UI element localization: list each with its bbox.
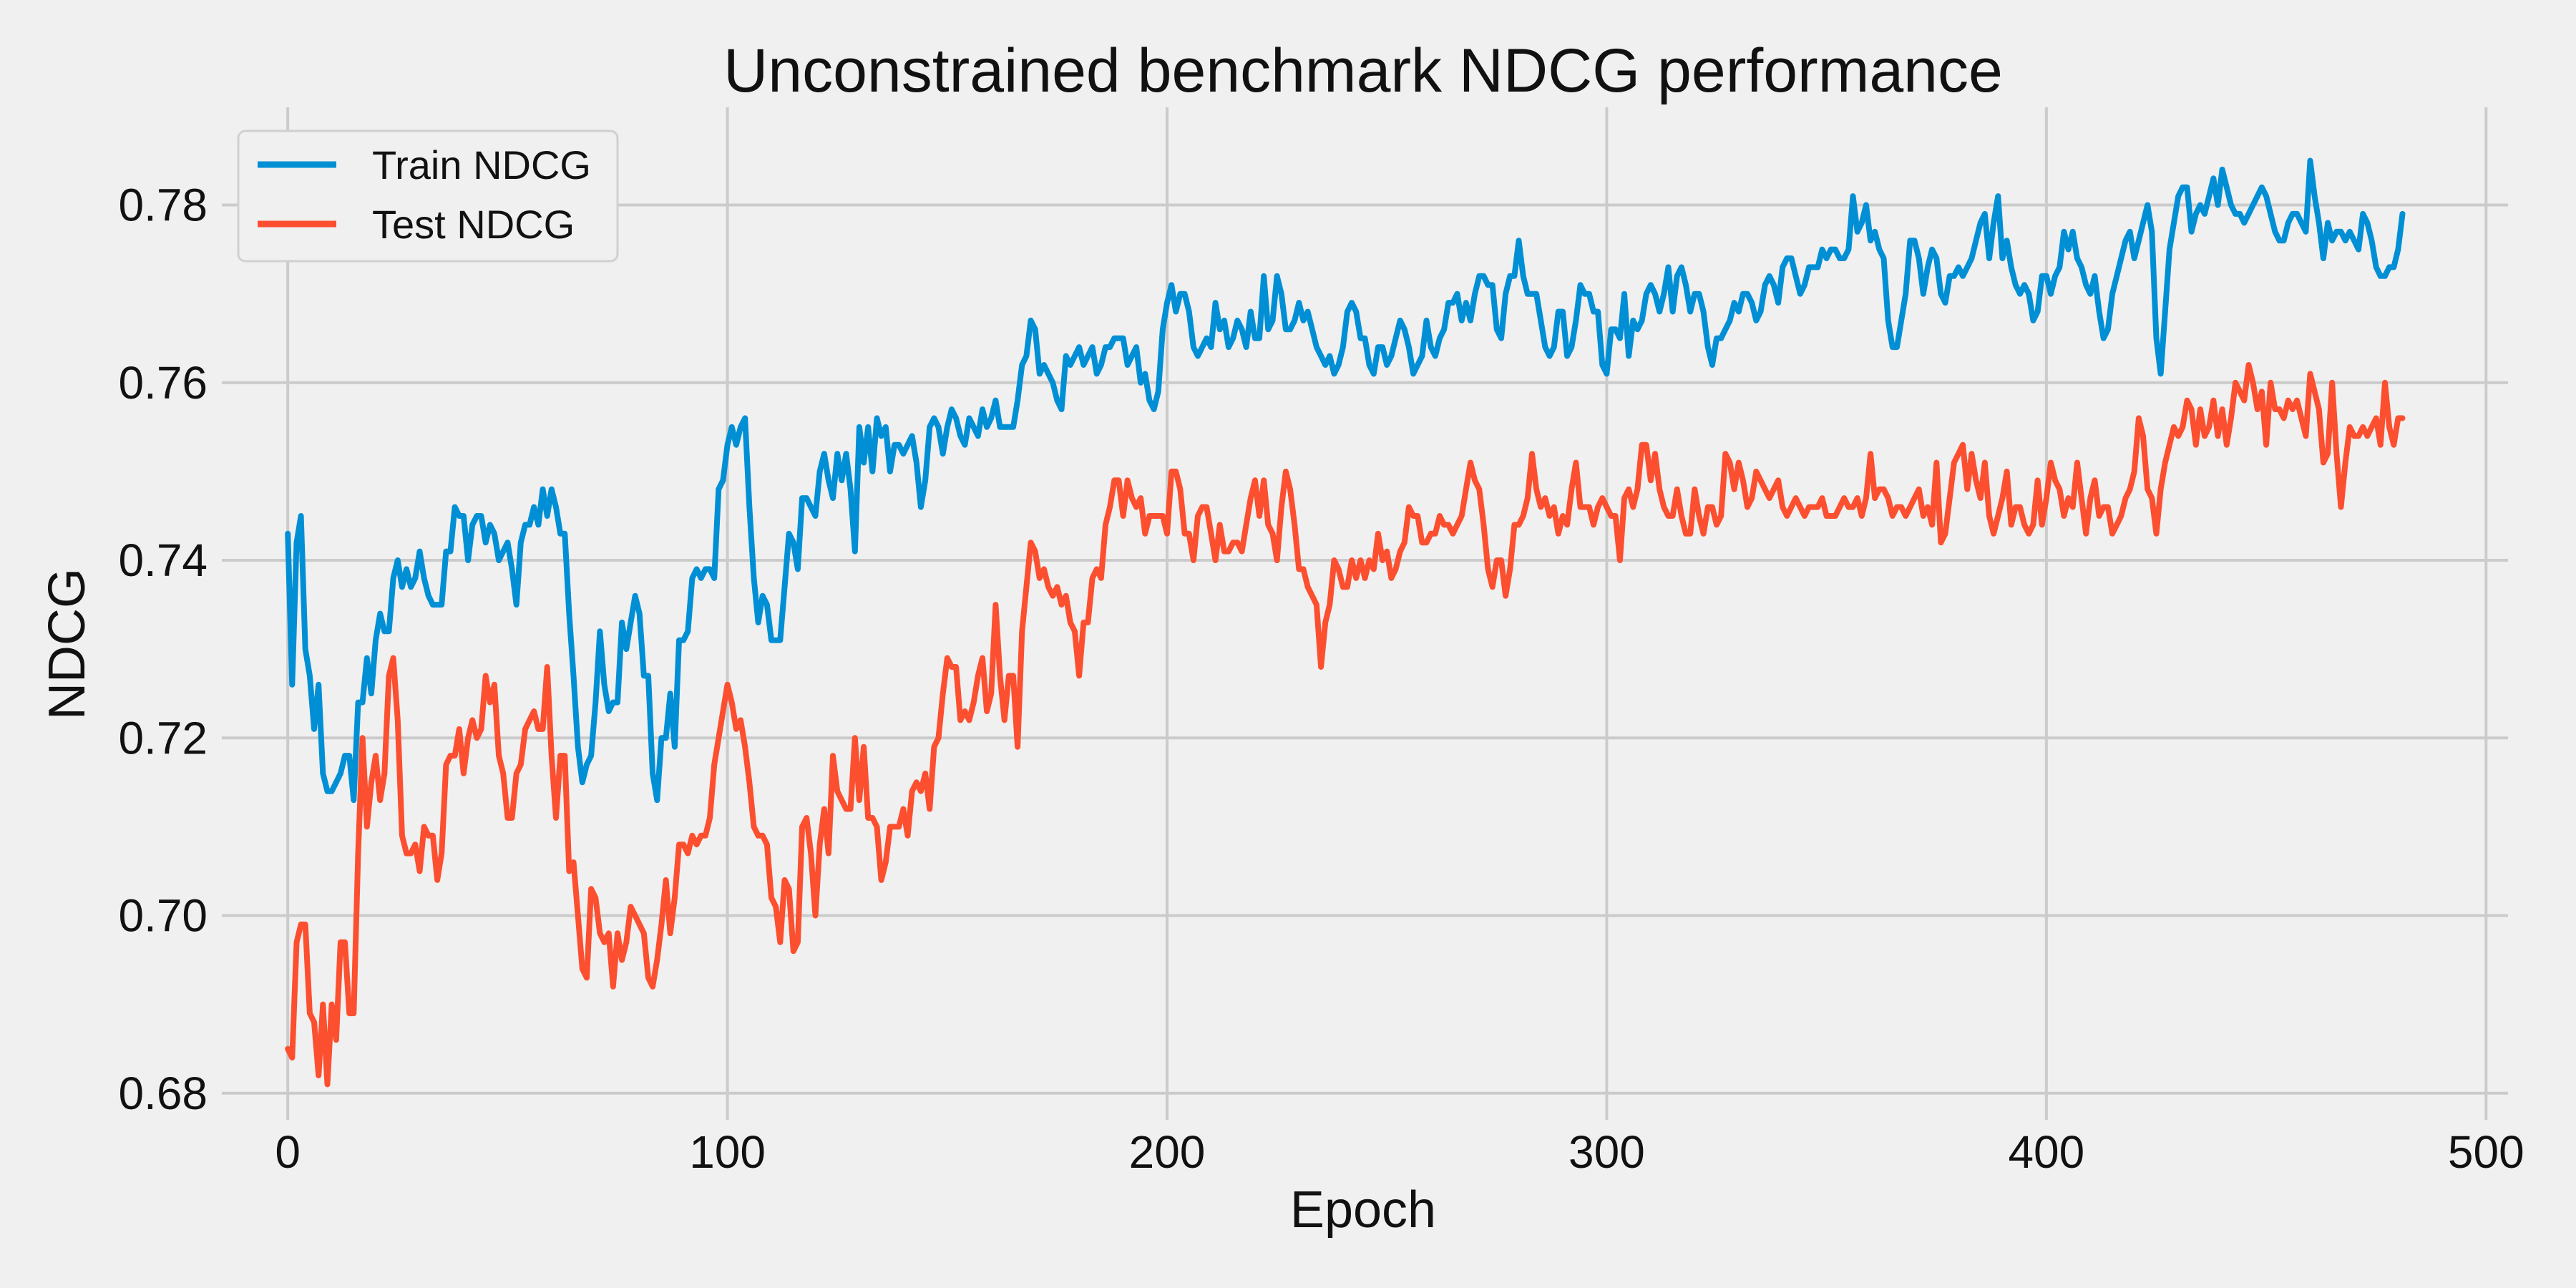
series-line-test-ndcg (285, 362, 2406, 1088)
x-tick-label: 200 (1129, 1126, 1206, 1178)
x-tick-label: 400 (2008, 1126, 2084, 1178)
x-tick-label: 0 (275, 1126, 301, 1178)
y-tick-label: 0.72 (118, 712, 208, 763)
tick-labels: 0.68 0.70 0.72 0.74 0.76 0.78 0 100 200 300 400 500 (118, 180, 2524, 1178)
x-tick-label: 500 (2448, 1126, 2524, 1178)
legend-label-train: Train NDCG (372, 142, 591, 187)
series-layer (285, 157, 2406, 1088)
series-line-train-ndcg (285, 157, 2406, 804)
y-tick-label: 0.74 (118, 535, 208, 586)
y-tick-label: 0.78 (118, 180, 208, 231)
chart-title: Unconstrained benchmark NDCG performance (723, 36, 2003, 105)
y-tick-label: 0.70 (118, 890, 208, 942)
y-tick-label: 0.68 (118, 1068, 208, 1119)
y-tick-label: 0.76 (118, 357, 208, 409)
legend-label-test: Test NDCG (372, 202, 575, 247)
legend: Train NDCG Test NDCG (237, 130, 619, 263)
x-tick-label: 300 (1568, 1126, 1645, 1178)
x-axis-label: Epoch (1290, 1181, 1436, 1239)
x-tick-label: 100 (689, 1126, 766, 1178)
y-axis-label: NDCG (39, 568, 96, 720)
